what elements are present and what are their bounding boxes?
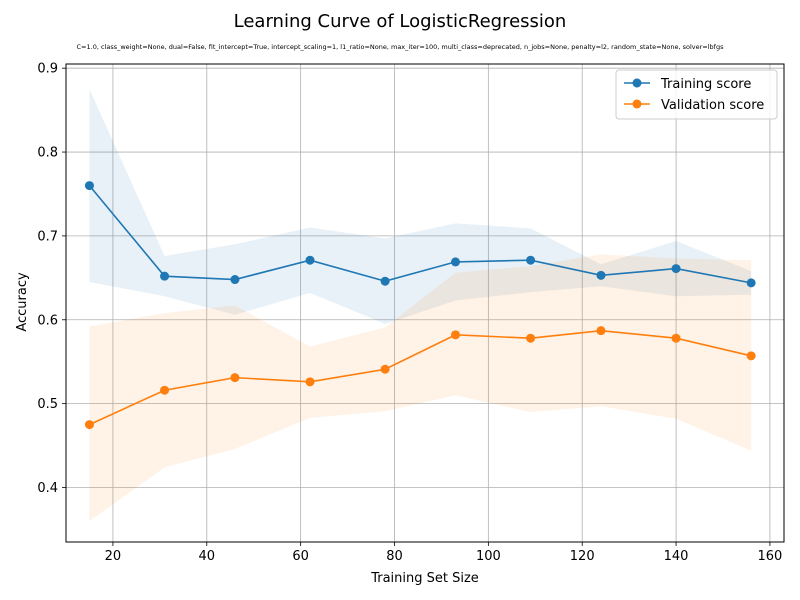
x-tick-label: 160 bbox=[758, 549, 783, 564]
x-tick-label: 80 bbox=[386, 549, 403, 564]
training-score-point bbox=[596, 270, 606, 280]
chart-subtitle: C=1.0, class_weight=None, dual=False, fi… bbox=[77, 43, 725, 51]
training-score-point bbox=[305, 255, 315, 265]
series-lines bbox=[88, 185, 752, 426]
training-score-line bbox=[88, 185, 752, 284]
validation-score-point bbox=[305, 377, 315, 387]
training-score-point bbox=[526, 255, 536, 265]
x-tick-label: 140 bbox=[664, 549, 689, 564]
validation-score-point bbox=[230, 373, 240, 383]
validation-score-point bbox=[526, 333, 536, 343]
validation-score-point bbox=[380, 364, 390, 374]
x-tick-label: 120 bbox=[570, 549, 595, 564]
confidence-bands bbox=[89, 89, 752, 522]
validation-score-point bbox=[746, 351, 756, 361]
validation-score-line bbox=[89, 329, 752, 426]
x-ticks: 20 40 60 80 100 120 140 160 bbox=[105, 542, 783, 564]
series-points bbox=[84, 181, 756, 430]
legend-label-validation: Validation score bbox=[661, 98, 764, 113]
x-tick-label: 60 bbox=[292, 549, 309, 564]
legend-swatch-validation-marker bbox=[632, 99, 642, 109]
x-tick-label: 20 bbox=[105, 549, 122, 564]
x-tick-label: 100 bbox=[476, 549, 501, 564]
training-score-point bbox=[746, 278, 756, 288]
grid-lines bbox=[66, 64, 784, 542]
legend: Training score Validation score bbox=[615, 69, 778, 120]
x-tick-label: 40 bbox=[199, 549, 216, 564]
y-ticks: 0.4 0.5 0.6 0.7 0.8 0.9 bbox=[37, 62, 66, 496]
validation-score-point bbox=[160, 385, 170, 395]
training-score-point bbox=[230, 275, 240, 285]
y-tick-label: 0.5 bbox=[37, 397, 58, 412]
plot-frame bbox=[65, 63, 785, 543]
legend-swatch-training-marker bbox=[632, 78, 642, 88]
y-axis-label: Accuracy bbox=[15, 272, 30, 332]
validation-score-point bbox=[451, 330, 461, 340]
legend-box bbox=[615, 69, 778, 120]
legend-label-training: Training score bbox=[660, 77, 751, 92]
y-tick-label: 0.9 bbox=[37, 62, 58, 77]
training-score-band bbox=[89, 89, 752, 324]
validation-score-point bbox=[671, 333, 681, 343]
y-tick-label: 0.4 bbox=[37, 481, 58, 496]
training-score-point bbox=[451, 257, 461, 267]
training-score-point bbox=[160, 271, 170, 281]
y-tick-label: 0.6 bbox=[37, 313, 58, 328]
training-score-point bbox=[84, 181, 94, 191]
validation-score-band bbox=[89, 254, 752, 522]
y-tick-label: 0.8 bbox=[37, 146, 58, 161]
validation-score-point bbox=[596, 326, 606, 336]
x-axis-label: Training Set Size bbox=[370, 571, 479, 586]
training-score-point bbox=[671, 264, 681, 274]
validation-score-point bbox=[84, 420, 94, 430]
y-tick-label: 0.7 bbox=[37, 229, 58, 244]
chart-title: Learning Curve of LogisticRegression bbox=[234, 11, 567, 32]
training-score-point bbox=[380, 276, 390, 286]
